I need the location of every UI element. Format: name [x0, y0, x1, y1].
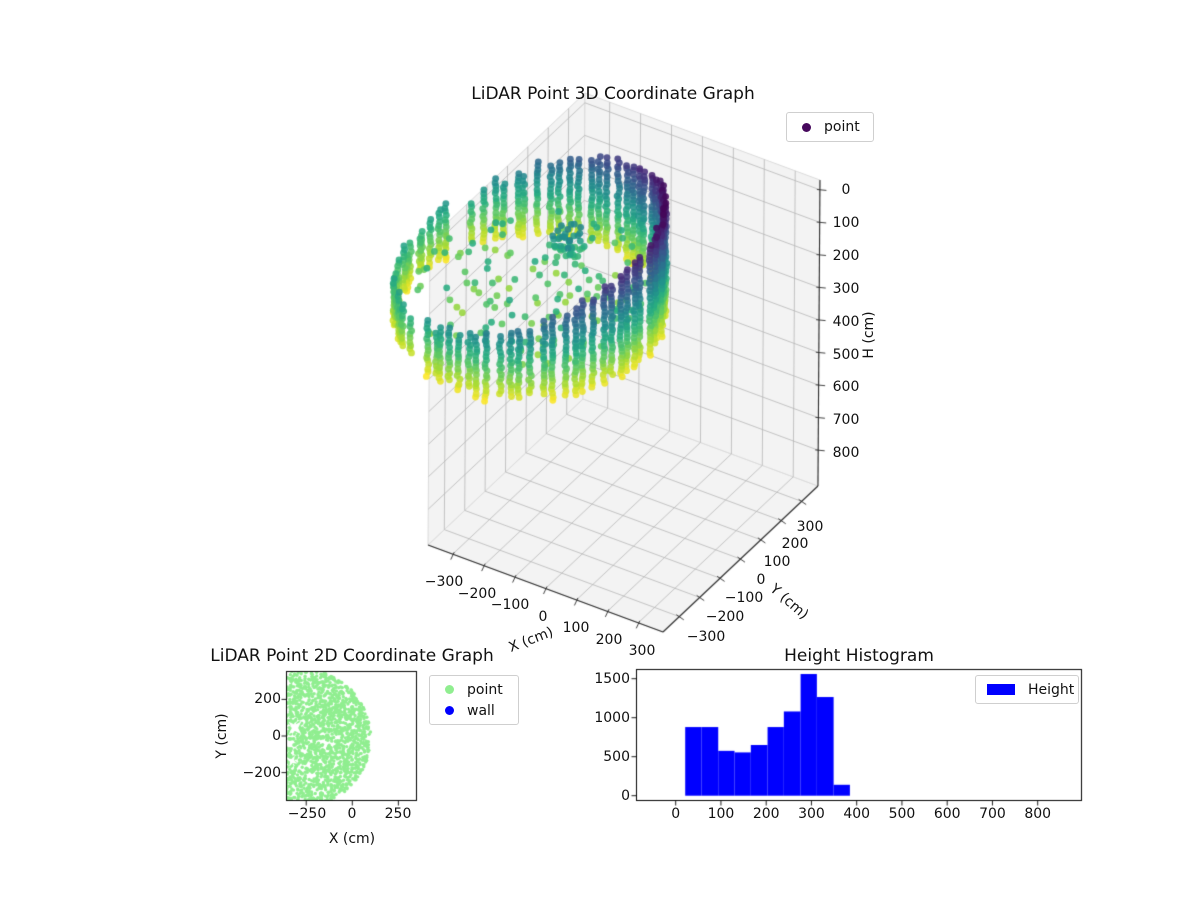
legend-label: Height — [1028, 681, 1075, 698]
plot2d-legend: point wall — [429, 675, 519, 725]
plot3d-ztick-label: 700 — [832, 412, 860, 429]
plot3d-ztick-label: 500 — [832, 346, 860, 363]
legend-entry-point: point — [430, 679, 518, 700]
plot3d-legend: point — [786, 112, 874, 142]
plot3d-ztick-label: 400 — [832, 313, 860, 330]
plot3d-ytick-label: 0 — [756, 572, 766, 588]
hist-xtick-label: 600 — [933, 806, 961, 822]
point-marker-icon — [445, 685, 454, 694]
plot3d-ztick-label: 300 — [832, 280, 860, 297]
plot3d-xtick-label: −100 — [490, 597, 530, 613]
legend-entry-height: Height — [976, 679, 1078, 700]
plot3d-xtick-label: 100 — [562, 620, 590, 636]
plot2d-xtick-label: 0 — [347, 806, 357, 822]
hist-xtick-label: 300 — [798, 806, 825, 822]
plot2d-ytick-label: −200 — [242, 765, 281, 781]
hist-legend: Height — [975, 675, 1079, 704]
hist-xtick-label: 500 — [888, 806, 916, 822]
plot2d-ytick-label: 0 — [272, 728, 281, 744]
plot3d-xtick-label: −200 — [457, 585, 497, 602]
legend-label: point — [824, 119, 860, 135]
hist-title: Height Histogram — [784, 646, 934, 666]
plot3d-ztick-label: 100 — [832, 214, 860, 231]
plot2d-ytick-label: 200 — [254, 691, 281, 707]
legend-label: point — [467, 681, 503, 698]
plot3d-ztick-label: 600 — [832, 379, 860, 396]
plot3d-title: LiDAR Point 3D Coordinate Graph — [471, 84, 755, 104]
hist-ytick-label: 500 — [603, 749, 630, 765]
hist-xtick-label: 400 — [843, 806, 871, 822]
hist-xtick-label: 700 — [979, 806, 1006, 822]
legend-entry-point: point — [787, 117, 873, 138]
hist-xtick-label: 100 — [707, 806, 735, 822]
point-marker-icon — [802, 122, 811, 132]
plot3d-ztick-label: 0 — [841, 182, 851, 198]
hist-xtick-label: 800 — [1024, 806, 1052, 822]
plot3d-xtick-label: 300 — [628, 643, 656, 659]
hist-ytick-label: 0 — [621, 788, 630, 804]
legend-label: wall — [467, 702, 495, 719]
legend-entry-wall: wall — [430, 700, 518, 721]
plot2d-xtick-label: −250 — [287, 806, 327, 822]
plot3d-ztick-label: 800 — [832, 445, 860, 462]
plot3d-ytick-label: 100 — [763, 554, 791, 570]
plot3d-ytick-label: −100 — [724, 590, 764, 606]
plot2d-xlabel: X (cm) — [328, 831, 376, 847]
plot3d-ytick-label: −300 — [686, 629, 726, 645]
plot3d-ytick-label: 300 — [796, 519, 824, 535]
wall-marker-icon — [445, 706, 454, 715]
height-marker-icon — [987, 684, 1015, 695]
plot3d-ytick-label: 200 — [781, 536, 809, 552]
hist-xtick-label: 200 — [752, 806, 780, 822]
plot3d-xtick-label: 200 — [595, 631, 623, 648]
hist-xtick-label: 0 — [671, 806, 681, 822]
plot2d-xtick-label: 250 — [384, 806, 412, 822]
plot2d-ylabel: Y (cm) — [214, 713, 230, 759]
hist-ytick-label: 1500 — [594, 671, 630, 687]
plot2d-title: LiDAR Point 2D Coordinate Graph — [210, 646, 494, 666]
hist-ytick-label: 1000 — [594, 710, 630, 726]
plot3d-xtick-label: −300 — [424, 574, 464, 590]
plot3d-ytick-label: −200 — [705, 609, 745, 625]
plot3d-ztick-label: 200 — [832, 247, 860, 264]
plot3d-xtick-label: 0 — [538, 608, 548, 625]
plot3d-zlabel: H (cm) — [861, 311, 877, 359]
